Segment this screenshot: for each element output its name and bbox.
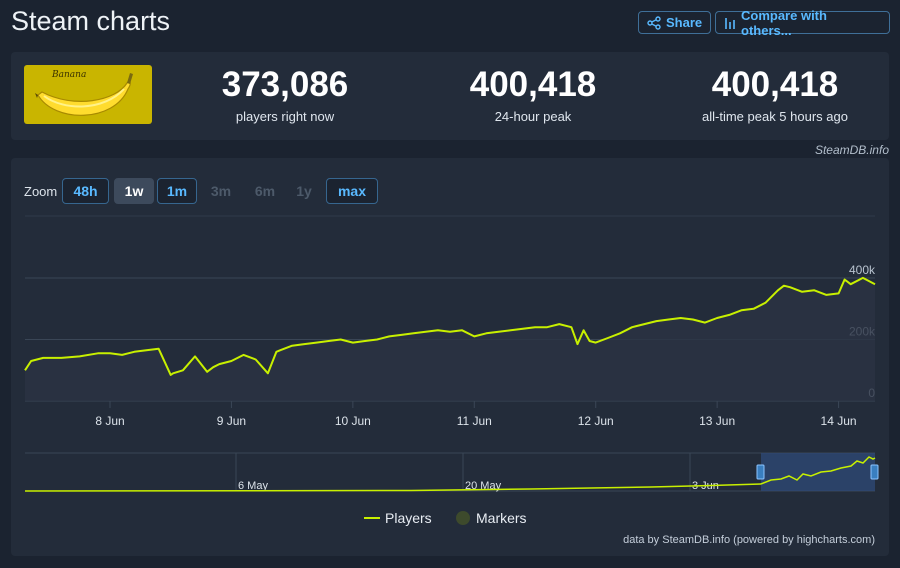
x-tick-label: 8 Jun (95, 414, 124, 428)
legend-markers-swatch[interactable] (456, 511, 470, 525)
series-area (25, 277, 875, 401)
page-title: Steam charts (11, 6, 171, 36)
zoom-label: Zoom (24, 184, 58, 199)
zoom-button-48h[interactable]: 48h (62, 178, 109, 204)
navigator-handle-right[interactable] (870, 464, 879, 480)
navigator-handle-left[interactable] (756, 464, 765, 480)
stat-label: all-time peak 5 hours ago (702, 109, 848, 124)
share-icon (647, 15, 661, 30)
stat-24h-peak: 400,418 24-hour peak (431, 64, 635, 124)
compare-button[interactable]: Compare with others... (715, 8, 890, 38)
legend-markers-label[interactable]: Markers (476, 510, 527, 526)
navigator-selected-line (760, 456, 876, 485)
compare-icon (725, 17, 735, 29)
zoom-button-1y: 1y (296, 183, 312, 199)
stat-value: 373,086 (221, 65, 349, 104)
navigator-label: 6 May (238, 480, 268, 492)
stat-value: 400,418 (469, 65, 597, 104)
x-tick-label: 10 Jun (335, 414, 371, 428)
stat-current-players: 373,086 players right now (186, 64, 384, 124)
zoom-button-1w[interactable]: 1w (114, 178, 154, 204)
zoom-button-6m: 6m (254, 183, 276, 199)
game-logo[interactable]: Banana (24, 65, 152, 124)
x-tick-label: 9 Jun (217, 414, 246, 428)
steamdb-credit[interactable]: SteamDB.info (814, 143, 889, 157)
zoom-button-1m[interactable]: 1m (157, 178, 197, 204)
zoom-button-max[interactable]: max (326, 178, 378, 204)
compare-label: Compare with others... (741, 7, 827, 38)
x-tick-label: 14 Jun (821, 414, 857, 428)
x-tick-label: 13 Jun (699, 414, 735, 428)
x-tick-label: 11 Jun (457, 414, 492, 428)
stat-label: players right now (235, 109, 335, 124)
footer-credit[interactable]: data by SteamDB.info (powered by highcha… (623, 534, 875, 546)
share-label: Share (666, 15, 703, 30)
legend-players-label[interactable]: Players (385, 510, 432, 526)
series-line-players[interactable] (24, 276, 876, 376)
stat-value: 400,418 (711, 65, 839, 104)
zoom-button-3m: 3m (210, 183, 232, 199)
stats-panel: Banana 373,086 players right now 400,418… (11, 52, 889, 140)
stat-label: 24-hour peak (494, 109, 572, 124)
x-tick-label: 12 Jun (578, 414, 614, 428)
banana-icon (35, 73, 133, 116)
share-button[interactable]: Share (638, 11, 711, 34)
logo-text: Banana (52, 70, 87, 80)
navigator-selection[interactable] (761, 453, 875, 491)
stat-all-time-peak: 400,418 all-time peak 5 hours ago (661, 64, 889, 124)
navigator-series-line (24, 483, 762, 492)
y-tick-label: 400k (849, 263, 876, 277)
